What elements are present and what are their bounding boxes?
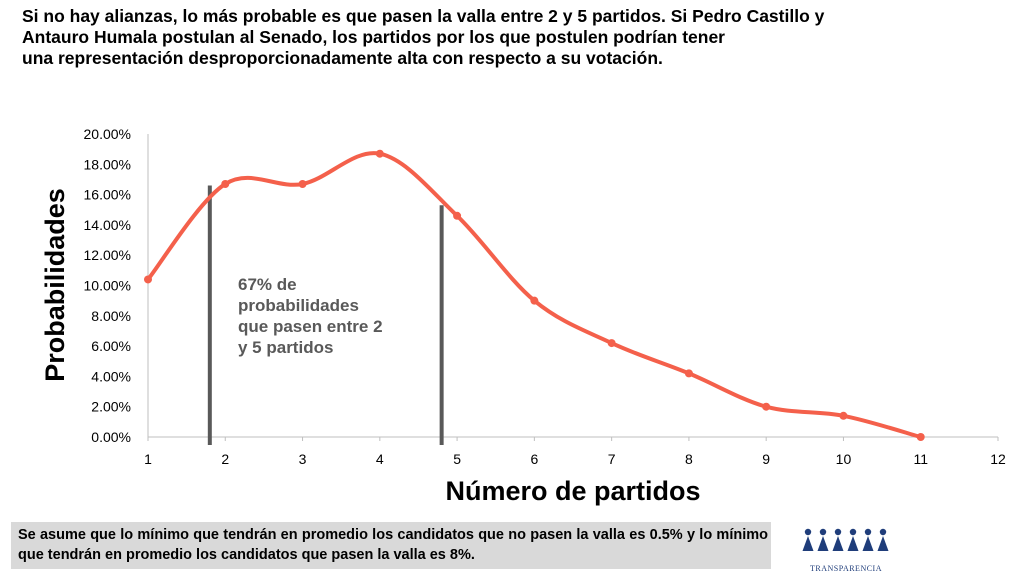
headline-line-2: Antauro Humala postulan al Senado, los p…	[22, 27, 725, 47]
logo-wordmark: TRANSPARENCIA	[810, 564, 882, 573]
data-point	[221, 179, 230, 188]
x-tick-label: 10	[836, 451, 852, 467]
annotation-line: 67% de	[238, 275, 297, 294]
data-point	[916, 433, 925, 441]
data-point	[144, 275, 152, 284]
data-point	[375, 149, 384, 158]
logo-figures-icon	[802, 528, 889, 551]
logo-figure-body	[832, 536, 844, 551]
chart-axes	[147, 134, 998, 438]
logo-figure-body	[817, 536, 829, 551]
x-tick-label: 11	[913, 451, 928, 467]
annotation-line: probabilidades	[238, 296, 359, 315]
transparencia-logo	[802, 528, 889, 551]
series-line	[146, 151, 923, 439]
logo-figure-head	[849, 528, 857, 536]
y-tick-label: 6.00%	[91, 338, 131, 354]
x-tick-label: 9	[762, 451, 770, 467]
logo-figure-head	[879, 528, 887, 536]
x-tick-label: 8	[685, 451, 693, 467]
logo-figure-body	[862, 536, 874, 551]
x-tick-label: 7	[608, 451, 616, 467]
headline-line-3: una representación desproporcionadamente…	[22, 48, 663, 68]
data-point	[607, 339, 616, 348]
logo-figure-body	[802, 536, 814, 551]
data-point	[839, 411, 848, 420]
x-tick-label: 4	[376, 451, 384, 467]
x-tick-label: 6	[530, 451, 538, 467]
data-point	[453, 211, 462, 220]
logo-figure-head	[804, 528, 812, 536]
headline: Si no hay alianzas, lo más probable es q…	[22, 6, 1012, 69]
annotation-line: que pasen entre 2	[238, 317, 383, 336]
x-tick-label: 12	[990, 451, 1006, 467]
logo-figure-head	[834, 528, 842, 536]
data-point	[530, 296, 539, 305]
x-tick-label: 5	[453, 451, 461, 467]
x-tick-labels: 1 2 3 4 5 6 7 8 9 10 11 12	[144, 437, 1006, 467]
y-tick-label: 2.00%	[91, 399, 131, 415]
annotation-line: y 5 partidos	[238, 338, 333, 357]
y-tick-label: 20.00%	[84, 126, 131, 142]
chart-annotation: 67% de probabilidades que pasen entre 2 y 5…	[238, 275, 383, 357]
chart-series	[144, 149, 925, 441]
y-tick-label: 12.00%	[84, 247, 131, 263]
y-tick-label: 0.00%	[91, 429, 131, 445]
logo-figure-body	[877, 536, 889, 551]
y-tick-label: 10.00%	[84, 278, 131, 294]
assumption-note: Se asume que lo mínimo que tendrán en pr…	[18, 527, 768, 563]
x-axis-label: Número de partidos	[445, 476, 700, 506]
logo-figure-head	[864, 528, 872, 536]
y-tick-label: 18.00%	[84, 156, 131, 172]
x-tick-label: 1	[144, 451, 152, 467]
data-point	[762, 402, 771, 411]
headline-line-1: Si no hay alianzas, lo más probable es q…	[22, 6, 825, 26]
logo-figure-body	[847, 536, 859, 551]
range-markers	[207, 185, 444, 445]
data-point	[298, 179, 307, 188]
y-tick-label: 4.00%	[91, 368, 131, 384]
logo-figure-head	[819, 528, 827, 536]
y-tick-label: 14.00%	[84, 217, 131, 233]
y-tick-labels: 0.00% 2.00% 4.00% 6.00% 8.00% 10.00% 12.00% 14.…	[84, 126, 131, 445]
line-chart: 0.00% 2.00% 4.00% 6.00% 8.00% 10.00% 12.00% 14.…	[40, 126, 1006, 506]
y-tick-label: 16.00%	[84, 187, 131, 203]
x-tick-label: 3	[299, 451, 307, 467]
x-tick-label: 2	[221, 451, 229, 467]
note-background	[11, 522, 771, 569]
y-axis-label: Probabilidades	[40, 188, 70, 382]
y-tick-label: 8.00%	[91, 308, 131, 324]
data-point	[684, 369, 693, 378]
